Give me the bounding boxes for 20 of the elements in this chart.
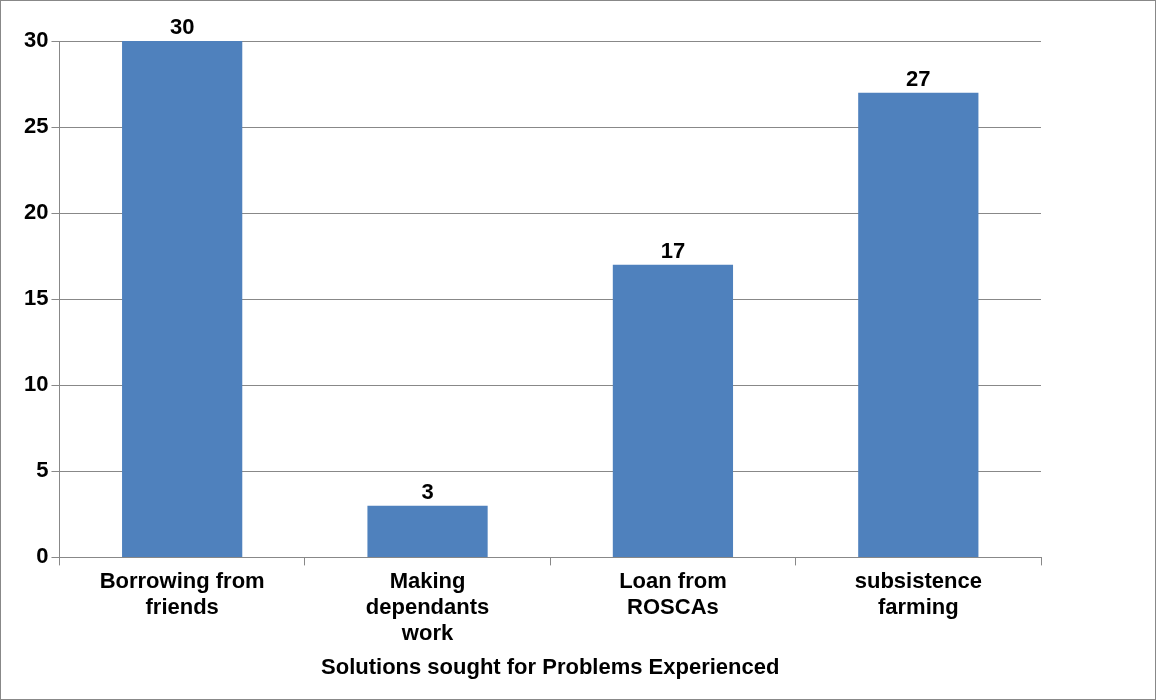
data-label: 3 (421, 478, 434, 504)
x-tick-label: Making dependants work (365, 567, 490, 646)
y-tick-label: 10 (23, 371, 49, 397)
x-tick-label: Loan from ROSCAs (619, 567, 727, 620)
y-tick-label: 25 (23, 113, 49, 139)
x-axis-title: Solutions sought for Problems Experienced (321, 653, 780, 679)
y-tick-label: 15 (23, 285, 49, 311)
y-tick-label: 5 (36, 457, 49, 483)
bar (367, 505, 488, 557)
x-tick-label: Borrowing from friends (99, 567, 265, 620)
bar (122, 41, 243, 557)
data-label: 30 (169, 14, 195, 40)
bar (612, 264, 734, 557)
y-tick-label: 20 (23, 199, 49, 225)
y-tick-label: 30 (23, 27, 49, 53)
y-tick-label: 0 (36, 543, 49, 569)
bar (858, 92, 979, 557)
data-label: 17 (660, 237, 686, 263)
x-tick-label: subsistence farming (854, 567, 982, 620)
data-label: 27 (906, 65, 931, 91)
